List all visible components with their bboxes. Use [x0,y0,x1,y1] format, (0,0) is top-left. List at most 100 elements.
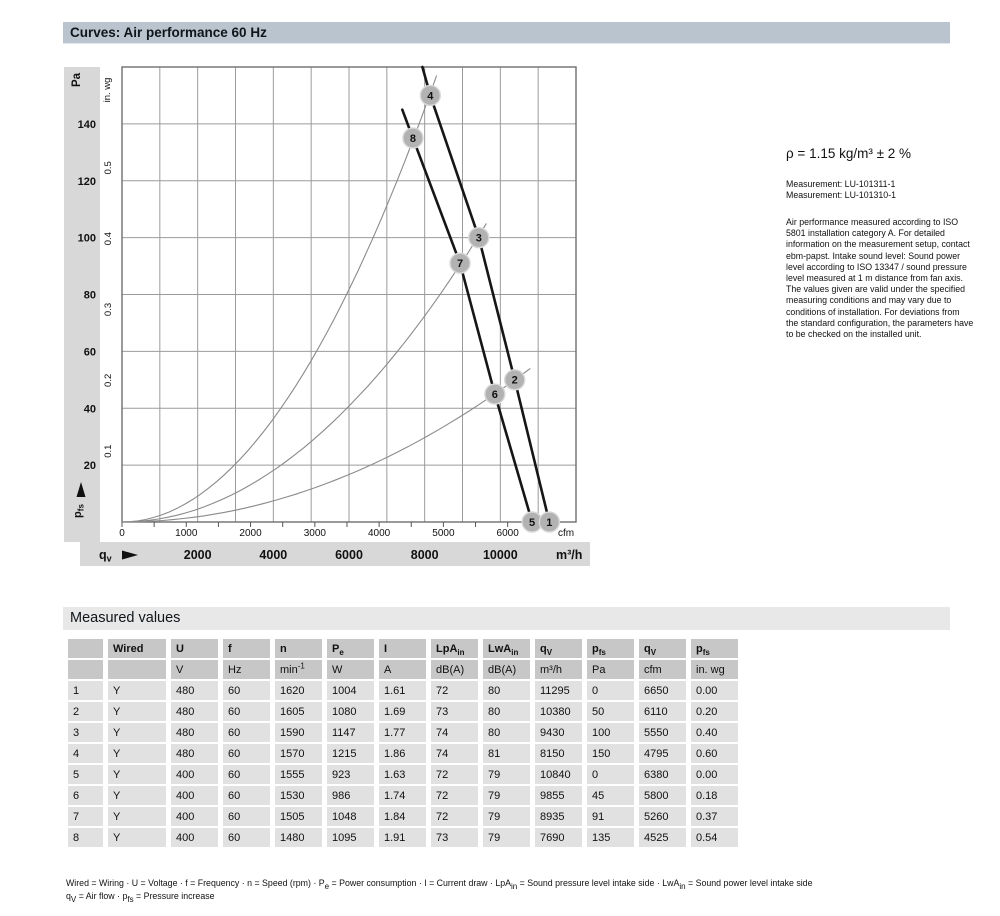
table-cell: 0.54 [691,828,738,847]
m3h-tick-label: 8000 [411,548,439,562]
table-cell: 1.77 [379,723,426,742]
column-header: LwAin [483,639,530,658]
curve-marker-label: 3 [476,233,482,245]
inwg-tick-label: 0.1 [103,445,114,458]
curve-marker-label: 2 [512,375,518,387]
table-row: 6 Y 400 60 1530 986 1.74 72 79 9855 45 5800 0.18 [68,786,738,805]
table-cell: 6650 [639,681,686,700]
table-cell: 1080 [327,702,374,721]
table-cell: Y [108,786,166,805]
table-cell: Y [108,765,166,784]
table-cell: 1480 [275,828,322,847]
table-cell: 72 [431,786,478,805]
table-cell: 4795 [639,744,686,763]
footnote-line-1: Wired = Wiring · U = Voltage · f = Frequ… [66,878,813,891]
curve-marker-7 [449,252,471,274]
table-cell: 480 [171,702,218,721]
curve-marker-label: 1 [546,517,552,529]
column-header: dB(A) [483,660,530,679]
table-cell: 8150 [535,744,582,763]
qv-arrow-icon [122,550,138,560]
table-cell: 1.86 [379,744,426,763]
pfs-arrow-icon [76,482,86,497]
table-cell: 400 [171,828,218,847]
table-cell: 1620 [275,681,322,700]
table-cell: 60 [223,702,270,721]
cfm-unit-label: cfm [558,528,574,539]
table-cell: 5 [68,765,103,784]
table-cell: 1147 [327,723,374,742]
table-row: 8 Y 400 60 1480 1095 1.91 73 79 7690 135 4525 0.54 [68,828,738,847]
table-cell: 1048 [327,807,374,826]
table-cell: 1590 [275,723,322,742]
table-cell: 74 [431,723,478,742]
table-row: 1 Y 480 60 1620 1004 1.61 72 80 11295 0 6650 0.00 [68,681,738,700]
table-cell: 480 [171,681,218,700]
table-cell: 8935 [535,807,582,826]
table-cell: 8 [68,828,103,847]
table-cell: 79 [483,807,530,826]
table-cell: 60 [223,723,270,742]
table-cell: 60 [223,807,270,826]
table-cell: 7 [68,807,103,826]
curve-marker-8 [402,127,424,149]
table-cell: 72 [431,765,478,784]
title-bar: Curves: Air performance 60 Hz [63,22,950,44]
inwg-tick-label: 0.4 [103,232,114,245]
table-cell: 1570 [275,744,322,763]
column-header: pfs [691,639,738,658]
table-cell: 1.74 [379,786,426,805]
table-cell: 60 [223,828,270,847]
table-cell: 80 [483,723,530,742]
pfs-axis-label: pfs [72,504,86,518]
pa-tick-label: 80 [84,290,96,302]
pa-tick-label: 40 [84,403,96,415]
m3h-tick-label: 2000 [184,548,212,562]
table-cell: 400 [171,807,218,826]
pa-tick-label: 120 [78,176,96,188]
table-cell: 4 [68,744,103,763]
cfm-tick-label: 0 [119,528,125,539]
column-header: cfm [639,660,686,679]
table-cell: 10840 [535,765,582,784]
system-curve [121,223,487,523]
table-cell: 0 [587,681,634,700]
table-cell: Y [108,723,166,742]
page-title: Curves: Air performance 60 Hz [70,25,267,40]
column-header: in. wg [691,660,738,679]
table-cell: 480 [171,723,218,742]
footnote-line-2: qV = Air flow · pfs = Pressure increase [66,891,215,904]
table-cell: 81 [483,744,530,763]
curve-marker-4 [419,84,442,107]
system-curve [121,75,438,523]
column-header: min-1 [275,660,322,679]
measurement-ref-1: Measurement: LU-101311-1 [786,179,896,189]
column-header: n [275,639,322,658]
table-cell: 6 [68,786,103,805]
table-cell: 100 [587,723,634,742]
pa-tick-label: 60 [84,346,96,358]
table-cell: 1004 [327,681,374,700]
table-cell: 0.40 [691,723,738,742]
cfm-tick-label: 4000 [368,528,391,539]
table-cell: 9430 [535,723,582,742]
table-cell: 1530 [275,786,322,805]
footnotes: Wired = Wiring · U = Voltage · f = Frequ… [66,877,966,903]
table-cell: 72 [431,807,478,826]
table-cell: 7690 [535,828,582,847]
table-cell: 60 [223,681,270,700]
table-cell: 2 [68,702,103,721]
table-cell: 1 [68,681,103,700]
curve-marker-3 [468,226,490,249]
pa-tick-label: 140 [78,119,96,131]
table-row: 4 Y 480 60 1570 1215 1.86 74 81 8150 150 4795 0.60 [68,744,738,763]
cfm-tick-label: 2000 [239,528,262,539]
table-cell: 72 [431,681,478,700]
column-header: A [379,660,426,679]
column-header: Wired [108,639,166,658]
table-cell: 1.69 [379,702,426,721]
table-cell: 1605 [275,702,322,721]
column-header: pfs [587,639,634,658]
